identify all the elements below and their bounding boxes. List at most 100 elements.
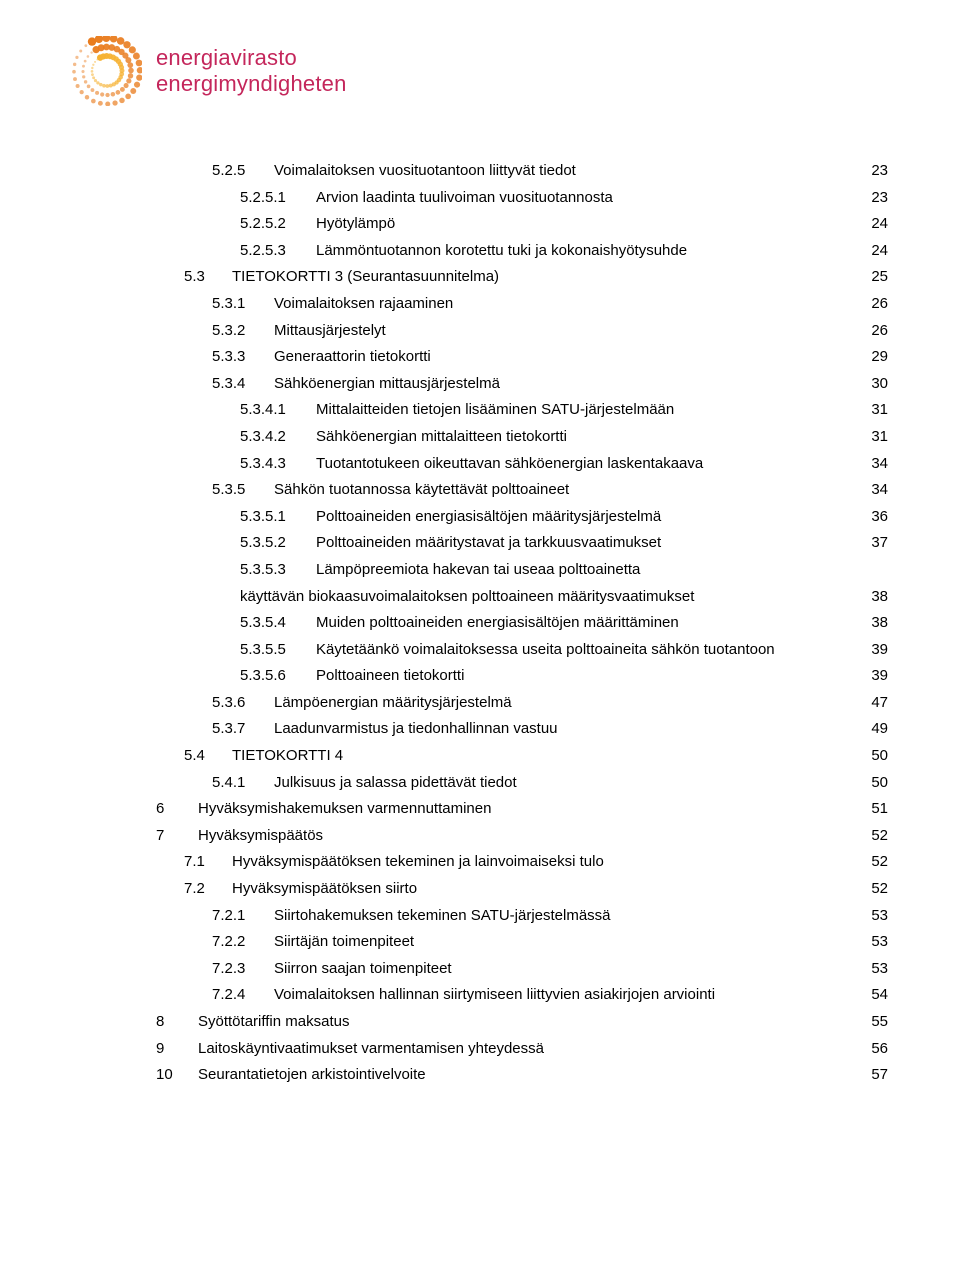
toc-entry: 5.4TIETOKORTTI 4 50: [72, 743, 888, 770]
toc-entry-label: 5.3.4.2Sähköenergian mittalaitteen tieto…: [240, 424, 567, 451]
toc-entry-label: 5.3.1Voimalaitoksen rajaaminen: [212, 291, 453, 318]
toc-entry-page: 34: [871, 477, 888, 504]
toc-entry: 5.3TIETOKORTTI 3 (Seurantasuunnitelma) 2…: [72, 264, 888, 291]
toc-entry-title: Voimalaitoksen vuosituotantoon liittyvät…: [274, 162, 576, 179]
toc-entry-title: Lämmöntuotannon korotettu tuki ja kokona…: [316, 242, 687, 259]
toc-entry: 5.2.5.3 Lämmöntuotannon korotettu tuki ja…: [72, 238, 888, 265]
toc-entry-title: Lämpöpreemiota hakevan tai useaa polttoa…: [316, 561, 640, 578]
toc-entry-label: 5.3TIETOKORTTI 3 (Seurantasuunnitelma): [184, 264, 499, 291]
toc-entry: 5.3.3Generaattorin tietokortti 29: [72, 344, 888, 371]
toc-entry-page: 26: [871, 291, 888, 318]
toc-entry-number: 5.3.5: [212, 477, 268, 504]
toc-entry-label: 7.2.4 Voimalaitoksen hallinnan siirtymise…: [212, 982, 715, 1009]
toc-entry-page: 53: [871, 929, 888, 956]
toc-entry-number: 7.2.3: [212, 956, 268, 983]
toc-entry: 5.2.5.1Arvion laadinta tuulivoiman vuosi…: [72, 185, 888, 212]
toc-entry-title: Sähköenergian mittausjärjestelmä: [274, 375, 500, 392]
toc-entry-title: käyttävän biokaasuvoimalaitoksen polttoa…: [240, 584, 694, 611]
toc-entry-label: 5.3.5.5Käytetäänkö voimalaitoksessa usei…: [240, 637, 775, 664]
logo: energiavirasto energimyndigheten: [72, 36, 888, 106]
toc-entry: 5.3.5.1Polttoaineiden energiasisältöjen …: [72, 504, 888, 531]
toc-entry-label: 5.2.5 Voimalaitoksen vuosituotantoon liit…: [212, 158, 576, 185]
toc-entry-label: 7.2.3 Siirron saajan toimenpiteet: [212, 956, 452, 983]
toc-entry: 5.2.5.2Hyötylämpö 24: [72, 211, 888, 238]
toc-entry-label: 5.4TIETOKORTTI 4: [184, 743, 343, 770]
table-of-contents: 5.2.5 Voimalaitoksen vuosituotantoon liit…: [72, 158, 888, 1089]
toc-entry: 5.3.5.2Polttoaineiden määritystavat ja t…: [72, 530, 888, 557]
toc-entry: 5.3.2Mittausjärjestelyt 26: [72, 318, 888, 345]
toc-entry-label: 5.2.5.2Hyötylämpö: [240, 211, 395, 238]
toc-entry: 5.2.5 Voimalaitoksen vuosituotantoon liit…: [72, 158, 888, 185]
toc-entry-number: 7.2.4: [212, 982, 268, 1009]
toc-entry-label: 5.3.2Mittausjärjestelyt: [212, 318, 386, 345]
toc-entry-page: 38: [871, 584, 888, 611]
toc-entry-page: 24: [871, 211, 888, 238]
toc-entry-page: 50: [871, 743, 888, 770]
toc-entry-label: 9Laitoskäyntivaatimukset varmentamisen y…: [156, 1036, 544, 1063]
toc-entry-number: 7.2: [184, 876, 226, 903]
toc-entry-page: 29: [871, 344, 888, 371]
toc-entry: 9Laitoskäyntivaatimukset varmentamisen y…: [72, 1036, 888, 1063]
toc-entry-number: 5.3.1: [212, 291, 268, 318]
toc-entry-title: Polttoaineen tietokortti: [316, 667, 464, 684]
toc-entry: 5.3.5.6 Polttoaineen tietokortti 39: [72, 663, 888, 690]
toc-entry-title: Hyväksymispäätöksen siirto: [232, 880, 417, 897]
toc-entry-page: 52: [871, 849, 888, 876]
toc-entry: 7Hyväksymispäätös 52: [72, 823, 888, 850]
toc-entry-title: TIETOKORTTI 4: [232, 747, 343, 764]
toc-entry-title: Julkisuus ja salassa pidettävät tiedot: [274, 774, 517, 791]
toc-entry-title: Syöttötariffin maksatus: [198, 1013, 349, 1030]
toc-entry-title: Polttoaineiden määritystavat ja tarkkuus…: [316, 534, 661, 551]
toc-entry-title: Polttoaineiden energiasisältöjen määrity…: [316, 508, 661, 525]
toc-entry-title: Muiden polttoaineiden energiasisältöjen …: [316, 614, 679, 631]
toc-entry: 5.3.4Sähköenergian mittausjärjestelmä 30: [72, 371, 888, 398]
toc-entry-label: 5.3.4Sähköenergian mittausjärjestelmä: [212, 371, 500, 398]
toc-entry-number: 9: [156, 1036, 192, 1063]
toc-entry-number: 5.2.5: [212, 158, 268, 185]
toc-entry-label: 6Hyväksymishakemuksen varmennuttaminen: [156, 796, 491, 823]
toc-entry-label: 7.2.1Siirtohakemuksen tekeminen SATU-jär…: [212, 903, 611, 930]
toc-entry-number: 5.2.5.1: [240, 185, 310, 212]
toc-entry-number: 5.2.5.3: [240, 238, 310, 265]
toc-entry-label: 5.3.5.1Polttoaineiden energiasisältöjen …: [240, 504, 661, 531]
toc-entry: 6Hyväksymishakemuksen varmennuttaminen 5…: [72, 796, 888, 823]
toc-entry-page: 47: [871, 690, 888, 717]
toc-entry: 7.2.2Siirtäjän toimenpiteet 53: [72, 929, 888, 956]
toc-entry-page: 31: [871, 424, 888, 451]
toc-entry-title: Hyväksymispäätöksen tekeminen ja lainvoi…: [232, 853, 604, 870]
toc-entry-label: 5.3.5.4 Muiden polttoaineiden energiasisä…: [240, 610, 679, 637]
toc-entry: 5.3.5.3 Lämpöpreemiota hakevan tai useaa …: [72, 557, 888, 584]
toc-entry: 7.2Hyväksymispäätöksen siirto 52: [72, 876, 888, 903]
toc-entry-number: 5.3: [184, 264, 226, 291]
toc-entry: 5.3.6Lämpöenergian määritysjärjestelmä 4…: [72, 690, 888, 717]
toc-entry-number: 5.3.5.4: [240, 610, 310, 637]
toc-entry-number: 7.2.2: [212, 929, 268, 956]
toc-entry-page: 53: [871, 903, 888, 930]
toc-entry-continuation: käyttävän biokaasuvoimalaitoksen polttoa…: [72, 584, 888, 611]
toc-entry-number: 5.3.4.1: [240, 397, 310, 424]
toc-entry-page: 49: [871, 716, 888, 743]
toc-entry-title: Voimalaitoksen hallinnan siirtymiseen li…: [274, 986, 715, 1003]
toc-entry-label: 5.3.4.1Mittalaitteiden tietojen lisäämin…: [240, 397, 674, 424]
toc-entry-title: Mittausjärjestelyt: [274, 322, 386, 339]
toc-entry-label: 5.2.5.1Arvion laadinta tuulivoiman vuosi…: [240, 185, 613, 212]
toc-entry-page: 39: [871, 663, 888, 690]
toc-entry-title: Seurantatietojen arkistointivelvoite: [198, 1066, 426, 1083]
toc-entry-number: 5.3.4.3: [240, 451, 310, 478]
logo-line2: energimyndigheten: [156, 71, 347, 97]
toc-entry: 5.3.4.2Sähköenergian mittalaitteen tieto…: [72, 424, 888, 451]
toc-entry-label: 5.4.1Julkisuus ja salassa pidettävät tie…: [212, 770, 517, 797]
toc-entry-page: 24: [871, 238, 888, 265]
toc-entry: 5.4.1Julkisuus ja salassa pidettävät tie…: [72, 770, 888, 797]
toc-entry-page: 26: [871, 318, 888, 345]
toc-entry: 5.3.4.3Tuotantotukeen oikeuttavan sähköe…: [72, 451, 888, 478]
toc-entry-title: Siirron saajan toimenpiteet: [274, 960, 452, 977]
toc-entry-title: Hyväksymispäätös: [198, 827, 323, 844]
toc-entry-page: 53: [871, 956, 888, 983]
toc-entry-label: 7.1Hyväksymispäätöksen tekeminen ja lain…: [184, 849, 604, 876]
toc-entry: 5.3.1Voimalaitoksen rajaaminen 26: [72, 291, 888, 318]
toc-entry-number: 5.3.5.6: [240, 663, 310, 690]
toc-entry-label: 7Hyväksymispäätös: [156, 823, 323, 850]
toc-entry-number: 5.3.5.3: [240, 557, 310, 584]
logo-line1: energiavirasto: [156, 45, 347, 71]
